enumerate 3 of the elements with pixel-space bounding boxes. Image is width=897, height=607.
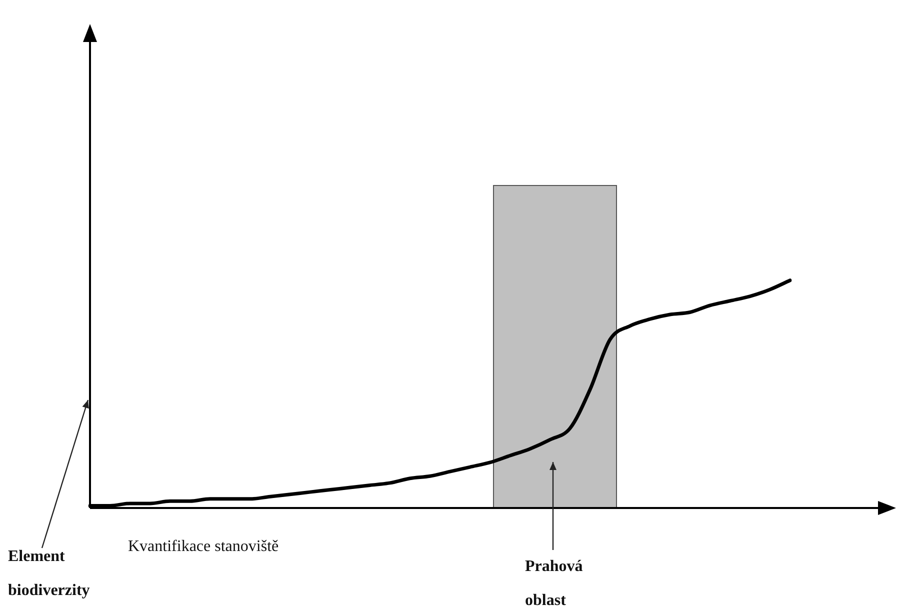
y-axis-title: Element biodiverzity xyxy=(8,547,91,601)
text: Prahová oblast xyxy=(525,557,584,607)
x-axis-title: Kvantifikace stanoviště xyxy=(128,538,279,556)
